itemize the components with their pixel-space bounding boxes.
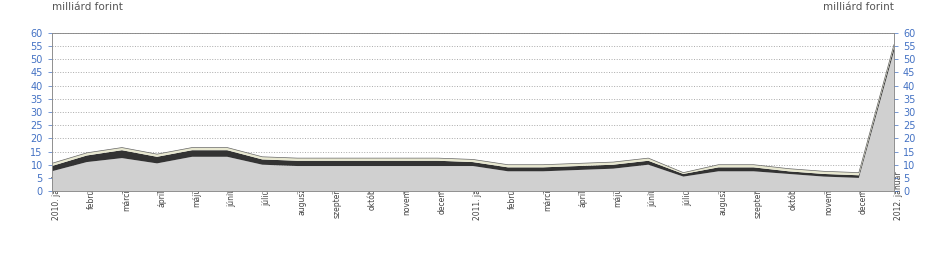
Text: milliárd forint: milliárd forint: [823, 2, 894, 12]
Text: milliárd forint: milliárd forint: [52, 2, 122, 12]
